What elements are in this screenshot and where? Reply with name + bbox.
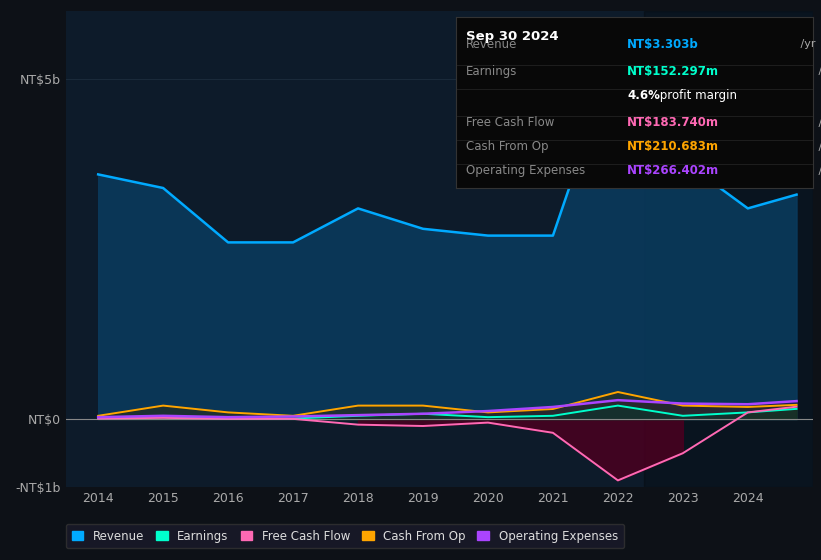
Text: NT$210.683m: NT$210.683m — [627, 140, 719, 153]
Text: 4.6%: 4.6% — [627, 89, 660, 102]
Text: /yr: /yr — [814, 166, 821, 175]
Text: profit margin: profit margin — [656, 89, 736, 102]
Text: NT$183.740m: NT$183.740m — [627, 116, 719, 129]
Text: /yr: /yr — [814, 67, 821, 77]
Text: Earnings: Earnings — [466, 65, 518, 78]
Text: /yr: /yr — [814, 118, 821, 128]
Text: /yr: /yr — [814, 142, 821, 152]
Text: NT$266.402m: NT$266.402m — [627, 164, 719, 177]
Text: Sep 30 2024: Sep 30 2024 — [466, 30, 559, 44]
Text: /yr: /yr — [796, 39, 815, 49]
Text: Revenue: Revenue — [466, 38, 518, 50]
Text: Free Cash Flow: Free Cash Flow — [466, 116, 555, 129]
Text: NT$152.297m: NT$152.297m — [627, 65, 719, 78]
Text: Operating Expenses: Operating Expenses — [466, 164, 585, 177]
Legend: Revenue, Earnings, Free Cash Flow, Cash From Op, Operating Expenses: Revenue, Earnings, Free Cash Flow, Cash … — [66, 524, 624, 548]
Bar — [644, 11, 813, 487]
Text: NT$3.303b: NT$3.303b — [627, 38, 699, 50]
Text: Cash From Op: Cash From Op — [466, 140, 549, 153]
